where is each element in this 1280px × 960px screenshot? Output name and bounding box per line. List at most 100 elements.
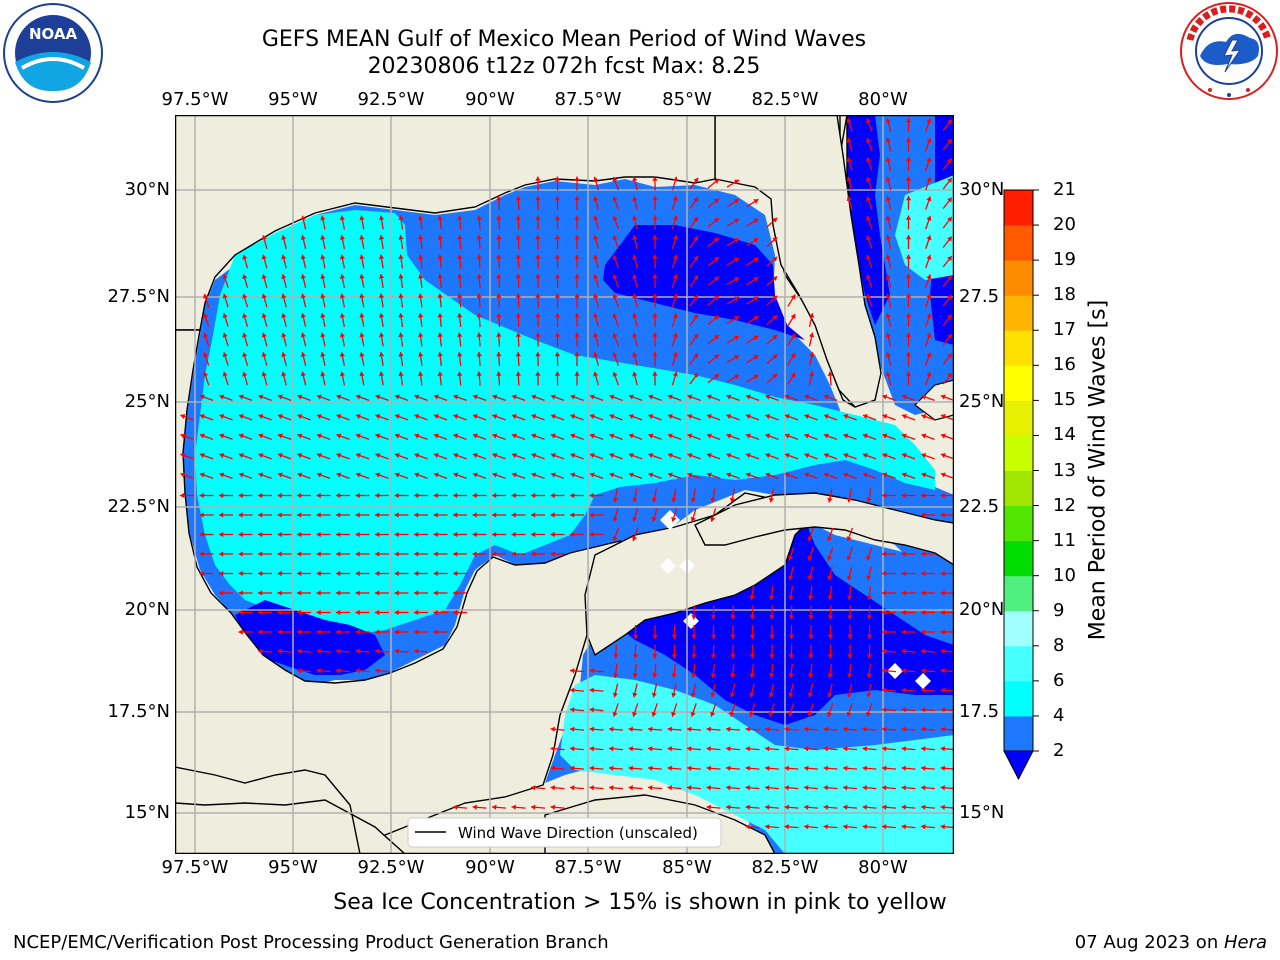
wave-direction-arrowhead: [375, 609, 380, 616]
wave-direction-arrowhead: [281, 332, 287, 338]
wave-direction-arrowhead: [593, 235, 599, 241]
wave-direction-arrowhead: [940, 765, 945, 771]
wave-direction-arrowhead: [734, 218, 740, 224]
wave-direction-arrowhead: [472, 551, 477, 557]
wave-direction-arrowhead: [316, 414, 322, 420]
wave-direction-arrowhead: [628, 433, 634, 439]
wave-direction-arrowhead: [394, 648, 399, 654]
wave-direction-arrowhead: [866, 615, 873, 620]
colorbar-tick-label: 15: [1053, 389, 1076, 411]
wave-direction-arrowhead: [671, 692, 677, 698]
wave-direction-arrowhead: [921, 804, 926, 810]
wave-direction-arrowhead: [297, 629, 302, 635]
wave-direction-arrowhead: [921, 726, 926, 732]
wave-direction-arrowhead: [355, 590, 360, 596]
wave-direction-arrowhead: [375, 531, 380, 538]
wave-direction-arrowhead: [940, 687, 945, 693]
wave-direction-arrowhead: [628, 785, 633, 791]
wave-direction-arrowhead: [394, 433, 400, 439]
wave-direction-arrowhead: [476, 254, 482, 259]
wave-direction-arrowhead: [729, 692, 735, 698]
wave-direction-arrowhead: [808, 673, 814, 678]
wave-direction-arrowhead: [713, 179, 719, 184]
wave-direction-arrowhead: [921, 512, 926, 518]
wave-direction-arrowhead: [652, 215, 658, 220]
wave-direction-arrowhead: [734, 374, 740, 380]
colorbar-swatch: [1004, 540, 1033, 577]
wave-direction-arrowhead: [804, 765, 809, 771]
wave-direction-arrowhead: [417, 254, 424, 260]
wave-direction-arrowhead: [866, 157, 872, 163]
wave-direction-arrowhead: [843, 804, 848, 810]
wave-direction-arrowhead: [550, 512, 555, 518]
wave-direction-arrowhead: [628, 746, 633, 752]
wave-direction-arrowhead: [710, 516, 716, 522]
wave-direction-arrowhead: [827, 575, 833, 581]
wave-direction-arrowhead: [199, 453, 205, 459]
wave-direction-arrowhead: [203, 371, 209, 377]
wave-direction-arrowhead: [628, 414, 634, 420]
wave-direction-arrowhead: [706, 746, 711, 752]
wave-direction-arrowhead: [905, 215, 912, 220]
wave-direction-arrowhead: [901, 414, 907, 420]
wave-direction-arrowhead: [628, 453, 634, 459]
colorbar-swatch: [1004, 260, 1033, 296]
wave-direction-arrowhead: [398, 371, 404, 377]
wave-direction-arrowhead: [765, 785, 770, 791]
wave-direction-arrowhead: [535, 352, 541, 357]
colorbar-swatch: [1004, 680, 1033, 717]
wave-direction-arrowhead: [804, 433, 810, 439]
wave-direction-arrowhead: [671, 711, 677, 717]
wave-direction-arrowhead: [769, 634, 775, 639]
wave-direction-arrowhead: [297, 531, 302, 538]
wave-direction-arrowhead: [609, 472, 615, 478]
wave-direction-arrowhead: [726, 785, 731, 791]
wave-direction-arrowhead: [398, 254, 404, 260]
wave-direction-arrowhead: [476, 352, 482, 357]
wave-direction-arrowhead: [417, 352, 424, 357]
wave-direction-arrowhead: [316, 570, 321, 577]
pacific-coast: [175, 766, 407, 854]
wave-direction-arrowhead: [453, 570, 458, 577]
wave-direction-arrowhead: [905, 352, 912, 357]
wave-direction-arrowhead: [180, 433, 186, 439]
wave-direction-arrowhead: [901, 609, 906, 616]
wave-direction-arrowhead: [492, 804, 497, 810]
colorbar-tick-label: 11: [1053, 529, 1076, 551]
wave-direction-arrowhead: [574, 274, 580, 279]
wave-direction-arrowhead: [531, 472, 537, 478]
wave-direction-arrowhead: [261, 332, 267, 338]
wave-direction-arrowhead: [753, 238, 759, 243]
wave-direction-arrowhead: [219, 590, 224, 596]
wave-direction-arrowhead: [753, 296, 759, 302]
wave-direction-arrowhead: [843, 746, 848, 752]
wave-direction-arrowhead: [203, 332, 209, 338]
wave-direction-arrowhead: [749, 654, 756, 659]
wave-direction-arrowhead: [940, 512, 945, 518]
lat-label-left: 17.5°N: [107, 701, 170, 722]
wave-direction-arrowhead: [476, 371, 482, 376]
wave-direction-arrowhead: [885, 157, 891, 162]
wave-direction-arrowhead: [926, 176, 932, 182]
colorbar-tick-label: 10: [1053, 564, 1076, 586]
wave-direction-arrowhead: [940, 414, 946, 420]
wave-direction-arrowhead: [693, 353, 699, 359]
wave-direction-arrowhead: [492, 492, 497, 499]
wave-direction-arrowhead: [359, 235, 365, 240]
wave-direction-arrowhead: [745, 414, 751, 420]
wave-direction-arrowhead: [222, 293, 228, 299]
wave-direction-arrowhead: [713, 315, 719, 321]
wave-direction-arrowhead: [414, 472, 420, 478]
colorbar-tick-label: 6: [1053, 669, 1065, 691]
wave-direction-arrowhead: [823, 824, 828, 830]
wave-direction-arrowhead: [901, 472, 907, 478]
wave-direction-arrowhead: [753, 218, 759, 224]
wave-direction-arrowhead: [940, 629, 945, 635]
wave-direction-arrowhead: [671, 673, 677, 678]
wave-direction-arrowhead: [866, 634, 873, 639]
wave-direction-arrowhead: [258, 414, 264, 420]
wave-direction-arrowhead: [339, 371, 346, 377]
wave-direction-arrowhead: [433, 531, 438, 538]
wave-direction-arrowhead: [734, 238, 740, 243]
wave-direction-arrowhead: [772, 295, 778, 301]
